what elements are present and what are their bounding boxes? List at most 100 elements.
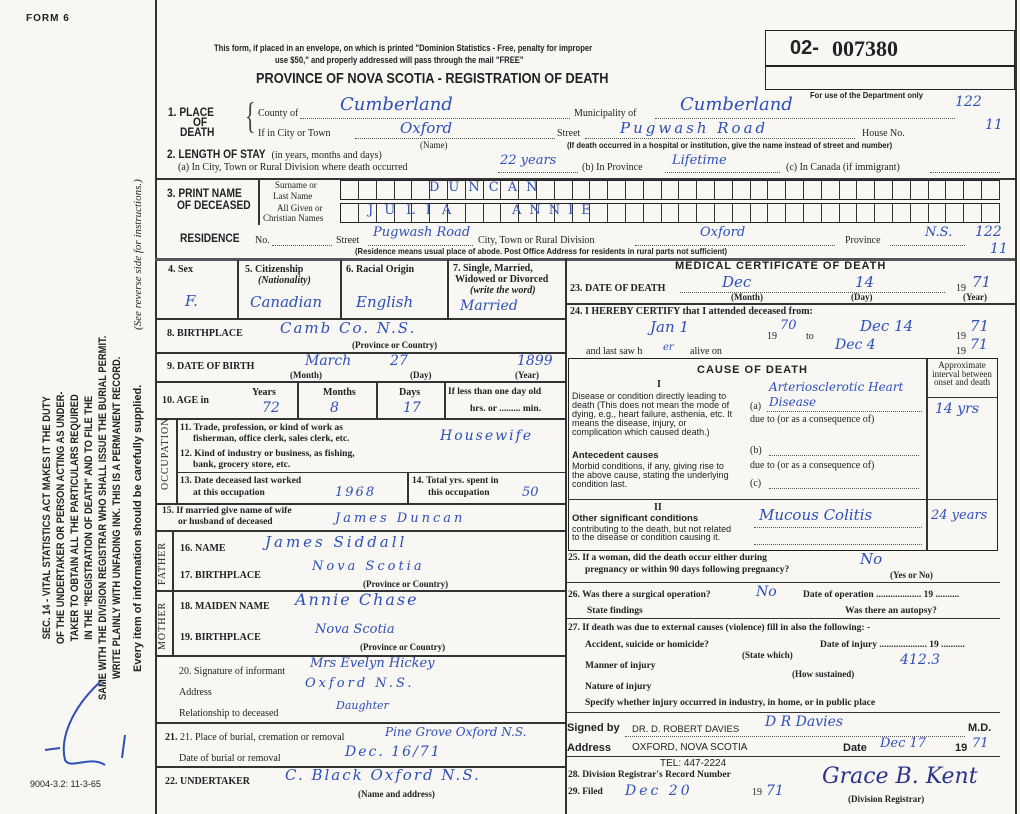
letter-box-divider: [429, 181, 431, 199]
letter-box-divider: [714, 204, 715, 222]
divider: [155, 178, 1015, 180]
letter-box-divider: [927, 204, 929, 222]
letter-box-divider: [660, 181, 662, 199]
year-note: (Year): [515, 370, 539, 380]
sex-value: F.: [185, 292, 198, 310]
citizenship-label: 5. Citizenship: [245, 264, 304, 275]
letter-box-divider: [607, 181, 609, 199]
letter-box-divider: [731, 181, 733, 199]
surname-value: DUNCAN: [429, 180, 547, 195]
letter-box-divider: [981, 204, 982, 222]
letter-box-divider: [785, 181, 787, 199]
residence-note: (Residence means usual place of abode. P…: [355, 246, 728, 256]
hospital-note: (If death occurred in a hospital or inst…: [567, 140, 893, 150]
industry-label: 12. Kind of industry or business, as fis…: [180, 449, 355, 459]
spouse-label: 15. If married give name of wife: [162, 506, 292, 516]
days-label: Days: [399, 387, 421, 398]
place-of-death-label: 1. PLACE: [168, 105, 214, 119]
age-years: 72: [262, 400, 280, 416]
total-years-label: this occupation: [428, 488, 490, 498]
father-birthplace-label: 17. BIRTHPLACE: [180, 570, 261, 581]
age-days: 17: [403, 400, 421, 416]
address-label: Address: [567, 742, 612, 754]
informant-label: 20. Signature of informant: [179, 666, 286, 677]
cause-a-label: (a): [750, 401, 762, 412]
stay-city-field: [498, 172, 578, 173]
century-prefix: 19: [955, 742, 968, 754]
letter-box-divider: [963, 181, 965, 199]
stay-province-field: [665, 172, 780, 173]
filed-label: 29. Filed: [568, 787, 603, 797]
registrar-label: (Division Registrar): [848, 794, 925, 804]
letter-box-divider: [411, 181, 413, 199]
brace: {: [245, 93, 256, 137]
residence-province-value: N.S.: [925, 225, 953, 240]
column-divider: [565, 258, 567, 814]
place-of-death-label: OF: [193, 115, 208, 129]
century-prefix: 19: [956, 346, 966, 357]
legal-notice: SEC. 14 - VITAL STATISTICS ACT MAKES IT …: [40, 336, 124, 700]
sex-label: 4. Sex: [168, 264, 193, 275]
total-years-value: 50: [522, 485, 539, 500]
dept-code: 11: [990, 241, 1008, 257]
letter-box-divider: [642, 181, 644, 199]
month-note: (Month): [290, 370, 322, 380]
physician-name: DR. D. ROBERT DAVIES: [632, 724, 740, 735]
physician-address: OXFORD, NOVA SCOTIA: [632, 742, 748, 753]
letter-box-divider: [981, 181, 982, 199]
relationship-value: Daughter: [336, 699, 389, 712]
cause-b-field: [769, 455, 919, 456]
given-name-boxes[interactable]: [340, 203, 1000, 223]
county-label: County of: [258, 108, 299, 119]
letter-box-divider: [607, 204, 609, 222]
injury-date-label: Date of injury .................... 19 .…: [820, 640, 965, 650]
street-value: Pugwash Road: [620, 119, 769, 137]
stay-canada-field: [930, 172, 1000, 173]
surname-label: Last Name: [273, 191, 313, 201]
letter-box-divider: [749, 181, 751, 199]
letter-box-divider: [678, 204, 680, 222]
last-worked-value: 1968: [335, 485, 377, 500]
physician-phone: TEL: 447-2224: [660, 758, 727, 769]
letter-box-divider: [767, 181, 769, 199]
filed-date: Dec 20: [625, 783, 693, 799]
cause-a-field: [767, 411, 922, 412]
street-label: Street: [557, 128, 581, 139]
attended-from: Jan 1: [650, 318, 689, 336]
other-conditions-title: Other significant conditions: [572, 513, 699, 524]
divider: [565, 303, 1015, 305]
signed-date: Dec 17: [880, 736, 927, 751]
stay-province-label: (b) In Province: [582, 162, 643, 173]
cause-of-death-box: CAUSE OF DEATH Approximate interval betw…: [568, 358, 998, 551]
notice-line: WRITE PLAINLY WITH UNFADING INK. THIS IS…: [111, 356, 123, 680]
occupation-label: OCCUPATION: [160, 417, 171, 490]
letter-box-divider: [589, 181, 591, 199]
length-of-stay-label: 2. LENGTH OF STAY: [167, 147, 266, 161]
last-saw-label: and last saw h: [586, 346, 643, 357]
divider: [447, 260, 449, 318]
letter-box-divider: [731, 204, 733, 222]
dept-code: 122: [955, 94, 982, 110]
other-conditions-value: Mucous Colitis: [759, 506, 873, 524]
month-note: (Month): [731, 292, 763, 302]
letter-box-divider: [482, 181, 484, 199]
letter-box-divider: [945, 204, 947, 222]
q25-value: No: [860, 550, 883, 568]
date-of-death-field: [680, 292, 945, 293]
residence-city-label: City, Town or Rural Division: [478, 235, 595, 246]
surname-boxes[interactable]: [340, 180, 1000, 200]
informant-signature: Mrs Evelyn Hickey: [310, 656, 435, 671]
stay-province-value: Lifetime: [672, 153, 727, 168]
letter-box-divider: [820, 204, 822, 222]
municipality-label: Municipality of: [574, 108, 637, 119]
residence-street-field: [368, 245, 473, 246]
letter-box-divider: [429, 204, 431, 222]
death-year: 71: [972, 273, 992, 291]
divider: [376, 382, 378, 418]
last-worked-label: at this occupation: [193, 488, 265, 498]
letter-box-divider: [358, 181, 359, 199]
letter-box-divider: [500, 204, 502, 222]
letter-box-divider: [536, 181, 537, 199]
cause-a-interval: 14 yrs: [935, 401, 980, 417]
residence-province-field: [890, 245, 965, 246]
